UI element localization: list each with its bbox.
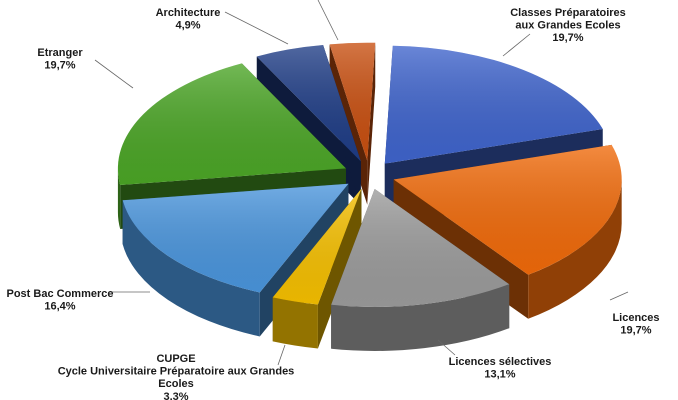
slice-label-line: CUPGE: [156, 353, 195, 365]
leader-line: [94, 59, 134, 89]
data-labels: Classes Préparatoires aux Grandes Ecoles 1…: [7, 7, 660, 400]
slice-label-line: Licences: [612, 312, 659, 324]
pie-slice-highlight: [393, 144, 622, 275]
slice-label: CUPGE Cycle Universitaire Préparatoire au…: [58, 353, 295, 400]
pie-slice-highlight: [329, 42, 376, 161]
slice-label: Licences 19,7%: [612, 312, 659, 337]
slice-label: Etranger 19,7%: [37, 47, 83, 72]
leader-line: [277, 344, 286, 366]
slice-label-line: Etranger: [37, 47, 83, 59]
slice-label-line: Ecoles: [158, 378, 193, 390]
slice-label-line: Cycle Universitaire Préparatoire aux Gra…: [58, 366, 295, 378]
pie-slice-side: [117, 168, 121, 230]
leader-line: [437, 339, 456, 356]
slice-label-line: Licences sélectives: [449, 356, 552, 368]
slice-label: Classes Préparatoires aux Grandes Ecoles 1…: [510, 7, 626, 44]
slice-label-line: 4,9%: [175, 20, 200, 32]
pie-slice-side: [528, 179, 622, 319]
pie-slice-highlight: [272, 188, 362, 305]
pie-slice-wall: [367, 42, 376, 205]
slice-label: Licences sélectives 13,1%: [449, 356, 552, 381]
leader-lines: [94, 0, 629, 366]
slice-label-line: 19,7%: [620, 325, 651, 337]
pie-slice: [272, 188, 362, 349]
slice-label-line: 13,1%: [484, 369, 515, 381]
pie-slices: [117, 42, 622, 351]
pie-slice: [393, 144, 622, 319]
pie-slice-highlight: [117, 63, 346, 186]
pie-slice-highlight: [331, 188, 510, 307]
slice-label-line: 19,7%: [44, 60, 75, 72]
leader-line: [224, 11, 289, 45]
slice-label-line: 16,4%: [44, 301, 75, 313]
pie-slice-highlight: [122, 183, 349, 293]
slice-label: Architecture 4,9%: [156, 7, 221, 32]
leader-line: [609, 291, 629, 301]
slice-label-line: Post Bac Commerce: [7, 288, 114, 300]
pie-slice-highlight: [384, 45, 603, 164]
slice-label-line: Classes Préparatoires: [510, 7, 626, 19]
slice-label-line: Architecture: [156, 7, 221, 19]
pie-slice-highlight: [256, 45, 361, 162]
leader-line: [502, 33, 531, 57]
slice-label-line: aux Grandes Ecoles: [515, 20, 620, 32]
slice-label-line: 19,7%: [552, 32, 583, 44]
slice-label-line: 3,3%: [163, 391, 188, 400]
slice-label: Post Bac Commerce 16,4%: [7, 288, 114, 313]
pie-slice-side: [122, 200, 260, 337]
pie-slice: [331, 188, 510, 351]
pie-slice-side: [331, 284, 510, 351]
pie-slice-side: [272, 297, 318, 349]
leader-line: [317, 0, 339, 41]
